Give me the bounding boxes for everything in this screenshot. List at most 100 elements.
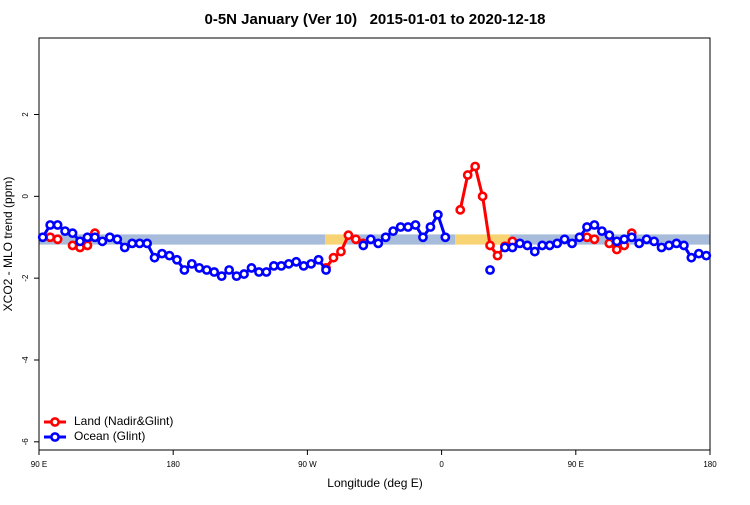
data-point [418, 232, 428, 243]
data-point [604, 230, 615, 241]
data-point [410, 220, 421, 230]
x-axis-label: Longitude (deg E) [327, 476, 422, 490]
data-point [641, 234, 652, 245]
data-point [164, 250, 175, 261]
data-point [231, 271, 242, 282]
reference-band [346, 234, 456, 245]
data-point [611, 244, 622, 255]
data-point [656, 242, 667, 253]
data-point [157, 248, 167, 259]
data-point [194, 263, 205, 273]
data-point [544, 240, 555, 251]
legend-marker [50, 432, 60, 442]
data-point [589, 220, 600, 230]
x-tick-label: 90 W [298, 460, 317, 469]
data-point [313, 254, 324, 265]
data-point [425, 222, 436, 232]
data-point [582, 232, 592, 243]
x-tick-label: 90 E [31, 460, 47, 469]
data-point [142, 238, 153, 249]
data-point [328, 252, 339, 263]
data-point [395, 222, 406, 232]
data-point [432, 209, 443, 220]
data-point [224, 265, 235, 275]
data-point [149, 252, 160, 263]
data-point [336, 246, 346, 257]
legend-marker [50, 417, 60, 427]
data-point [127, 238, 138, 249]
data-point [239, 269, 249, 279]
data-point [626, 232, 637, 243]
data-point [701, 250, 712, 261]
data-point [403, 222, 413, 232]
data-point [45, 232, 56, 243]
data-point [380, 232, 391, 243]
reference-band [455, 234, 511, 245]
legend-label: Land (Nadir&Glint) [74, 414, 173, 428]
data-point [507, 242, 518, 253]
data-point [179, 265, 190, 275]
data-point [112, 234, 123, 245]
data-point [582, 222, 592, 232]
data-point [500, 242, 510, 253]
data-point [268, 260, 279, 271]
data-point [276, 260, 287, 271]
data-point [172, 254, 182, 265]
data-point [37, 232, 48, 243]
y-tick-label: 2 [21, 112, 30, 117]
data-point [358, 240, 369, 251]
data-point [537, 240, 548, 251]
data-point [67, 240, 78, 251]
data-point [514, 238, 525, 249]
data-point [634, 238, 645, 249]
data-point [45, 220, 56, 230]
data-point [693, 248, 704, 259]
data-point [492, 250, 503, 261]
data-point [679, 240, 689, 251]
data-point [686, 252, 697, 263]
data-point [343, 230, 354, 241]
data-point [209, 267, 220, 277]
data-point [470, 161, 481, 172]
data-point [306, 258, 317, 269]
data-point [664, 240, 674, 251]
data-point [298, 260, 309, 271]
data-point [619, 234, 630, 245]
data-point [291, 256, 302, 267]
data-point [97, 236, 108, 247]
data-point [321, 265, 331, 275]
data-point [567, 238, 577, 249]
data-point [611, 236, 622, 247]
y-tick-label: -6 [21, 438, 30, 446]
data-point [455, 204, 466, 215]
data-point [186, 258, 197, 269]
plot-frame [38, 37, 711, 451]
data-point [75, 236, 85, 247]
data-point [201, 265, 212, 275]
y-tick-label: -2 [21, 274, 30, 282]
data-point [589, 234, 600, 245]
data-point [671, 238, 682, 249]
data-point [485, 240, 495, 251]
data-point [552, 238, 563, 249]
x-tick-label: 0 [439, 460, 444, 469]
data-point [283, 258, 294, 269]
data-point [82, 232, 93, 243]
data-point [52, 220, 63, 230]
y-tick-label: 0 [21, 194, 30, 199]
data-point [134, 238, 145, 249]
data-point [485, 265, 495, 275]
reference-band [39, 234, 326, 245]
x-tick-label: 180 [703, 460, 717, 469]
data-point [246, 263, 257, 273]
data-point [462, 170, 473, 180]
data-point [67, 228, 78, 239]
data-point [82, 240, 93, 251]
data-point [365, 234, 376, 245]
data-point [350, 234, 361, 245]
data-point [574, 232, 585, 243]
chart-title: 0-5N January (Ver 10) 2015-01-01 to 2020… [204, 11, 545, 28]
data-point [261, 267, 272, 277]
